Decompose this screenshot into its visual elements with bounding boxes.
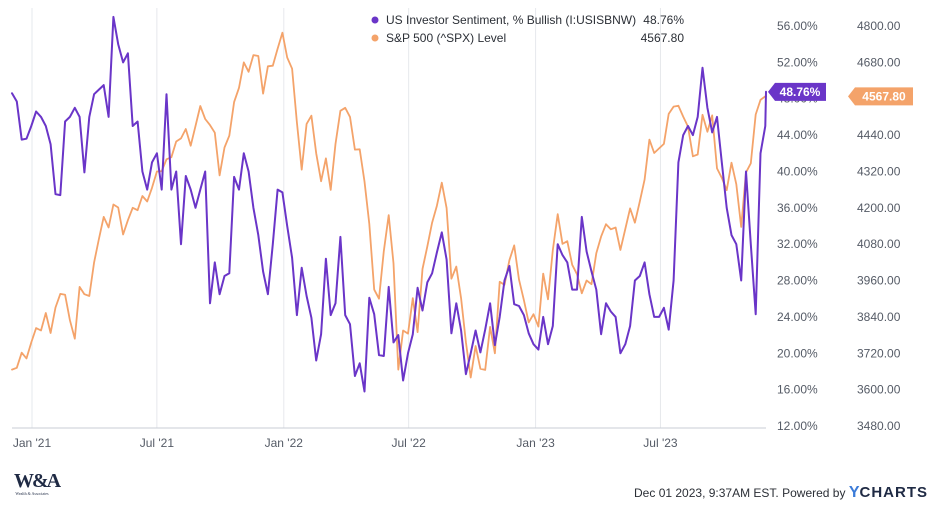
sp500-latest-flag [848,87,913,106]
right-axis-tick-label: 4680.00 [857,55,901,69]
right-axis-ticks: 4800.004680.004560.004440.004320.004200.… [857,19,901,433]
gridlines [31,8,661,428]
left-axis-tick-label: 32.00% [777,237,818,251]
latest-value-flags: 48.76% 4567.80 [768,82,913,106]
legend-marker [371,34,379,42]
left-axis-tick-label: 56.00% [777,19,818,33]
left-axis-tick-label: 16.00% [777,383,818,397]
logo-subtext: Wealth & Associates [15,491,49,496]
right-axis-tick-label: 4080.00 [857,237,901,251]
left-axis-tick-label: 28.00% [777,274,818,288]
left-axis-tick-label: 44.00% [777,128,818,142]
credit-line: Dec 01 2023, 9:37AM EST. Powered by YCHA… [634,484,928,502]
dual-axis-line-chart: Jan '21 Jul '21 Jan '22 Jul '22 Jan '23 Jul '… [11,8,913,450]
x-tick-label: Jan '23 [516,436,555,450]
legend: US Investor Sentiment, % Bullish (I:USIS… [371,13,685,45]
x-tick-label: Jul '22 [392,436,427,450]
bullish-latest-flag [768,82,826,101]
right-axis-tick-label: 4200.00 [857,201,901,215]
legend-series-name: US Investor Sentiment, % Bullish (I:USIS… [386,13,636,27]
right-axis-tick-label: 4440.00 [857,128,901,142]
left-axis-tick-label: 12.00% [777,419,818,433]
x-tick-label: Jan '21 [13,436,52,450]
x-tick-label: Jul '23 [643,436,678,450]
right-axis-tick-label: 3840.00 [857,310,901,324]
chart-footer: W&A Wealth & Associates Dec 01 2023, 9:3… [0,470,936,508]
right-axis-tick-label: 4800.00 [857,19,901,33]
series-lines [11,15,767,393]
powered-by-label: Powered by [782,486,846,500]
logo-mark: W&A [14,470,61,492]
sp500-latest-flag-label: 4567.80 [862,89,906,103]
timestamp: Dec 01 2023, 9:37AM EST. [634,486,779,500]
left-axis-tick-label: 36.00% [777,201,818,215]
legend-series-value: 4567.80 [641,31,685,45]
left-axis-tick-label: 24.00% [777,310,818,324]
right-axis-tick-label: 3480.00 [857,419,901,433]
x-tick-label: Jul '21 [140,436,175,450]
ycharts-logo-text[interactable]: CHARTS [859,484,928,501]
legend-series-name: S&P 500 (^SPX) Level [386,31,506,45]
left-axis-ticks: 56.00%52.00%48.00%44.00%40.00%36.00%32.0… [777,19,818,433]
left-axis-tick-label: 20.00% [777,346,818,360]
x-axis-ticks: Jan '21 Jul '21 Jan '22 Jul '22 Jan '23 Jul '… [13,436,678,450]
bullish-latest-flag-label: 48.76% [780,85,821,99]
x-tick-label: Jan '22 [265,436,304,450]
right-axis-tick-label: 3600.00 [857,383,901,397]
bullish-sentiment-line [11,15,767,393]
left-axis-tick-label: 52.00% [777,55,818,69]
ycharts-logo-y[interactable]: Y [848,484,860,501]
left-axis-tick-label: 40.00% [777,164,818,178]
legend-marker [371,16,379,24]
right-axis-tick-label: 4320.00 [857,164,901,178]
sp500-line [11,31,767,379]
legend-series-value: 48.76% [643,13,684,27]
company-logo: W&A Wealth & Associates [10,470,61,500]
right-axis-tick-label: 3960.00 [857,274,901,288]
right-axis-tick-label: 3720.00 [857,346,901,360]
